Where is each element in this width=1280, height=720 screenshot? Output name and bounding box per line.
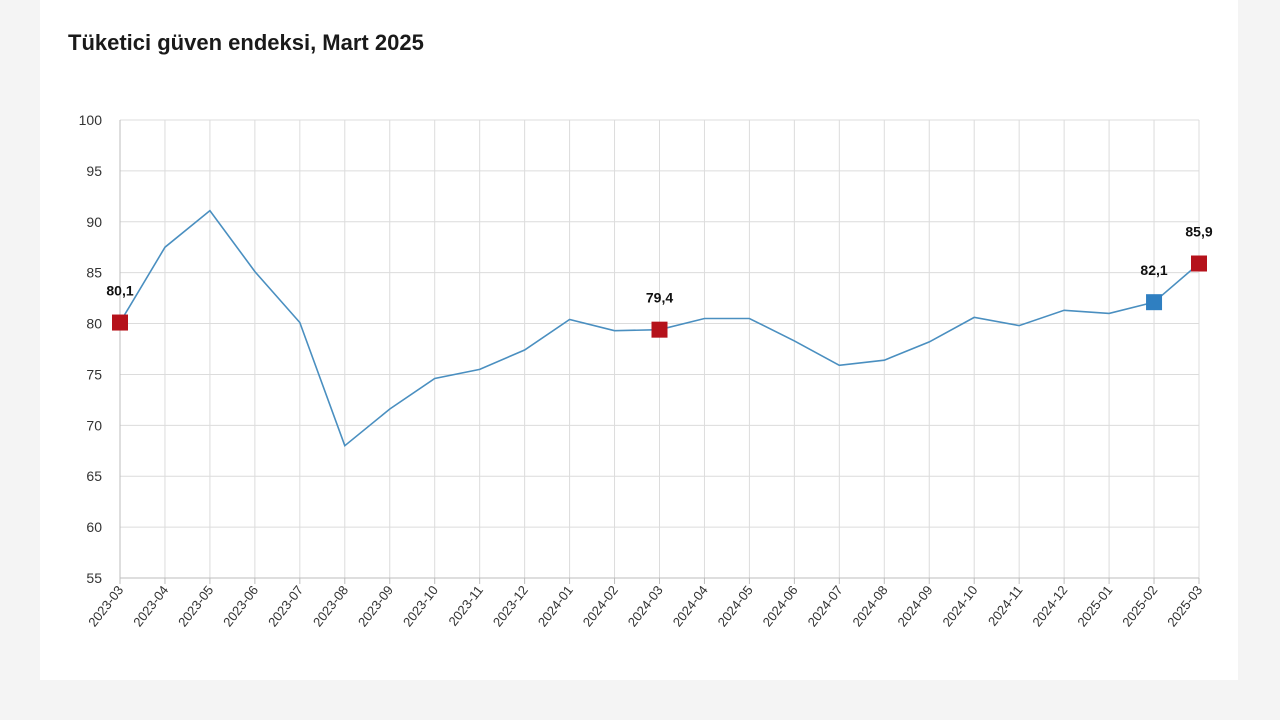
x-tick-label: 2023-03 xyxy=(85,583,126,630)
data-point-marker xyxy=(1146,294,1163,311)
y-tick-label: 85 xyxy=(86,265,102,281)
x-tick-label: 2023-12 xyxy=(490,583,531,630)
x-tick-label: 2025-01 xyxy=(1074,583,1115,630)
x-tick-label: 2023-08 xyxy=(310,583,351,630)
x-tick-label: 2023-09 xyxy=(355,583,396,630)
x-tick-label: 2025-02 xyxy=(1119,583,1160,630)
x-tick-label: 2025-03 xyxy=(1164,583,1205,630)
x-tick-label: 2024-10 xyxy=(939,583,980,630)
y-tick-label: 65 xyxy=(86,468,102,484)
x-tick-label: 2023-06 xyxy=(220,583,261,630)
data-label: 80,1 xyxy=(106,283,133,299)
x-tick-label: 2023-05 xyxy=(175,583,216,630)
data-label: 82,1 xyxy=(1140,262,1167,278)
y-tick-label: 70 xyxy=(86,417,102,433)
y-tick-label: 75 xyxy=(86,366,102,382)
x-tick-label: 2024-03 xyxy=(625,583,666,630)
x-tick-label: 2024-06 xyxy=(760,583,801,630)
x-tick-label: 2023-07 xyxy=(265,583,306,630)
x-tick-label: 2024-09 xyxy=(894,583,935,630)
x-tick-label: 2024-04 xyxy=(670,583,711,630)
x-tick-label: 2024-07 xyxy=(804,583,845,630)
y-tick-label: 95 xyxy=(86,163,102,179)
data-label: 79,4 xyxy=(646,290,673,306)
x-tick-label: 2024-12 xyxy=(1029,583,1070,630)
y-tick-label: 55 xyxy=(86,570,102,586)
x-tick-label: 2023-11 xyxy=(445,583,486,629)
chart-title: Tüketici güven endeksi, Mart 2025 xyxy=(68,30,424,55)
x-tick-label: 2024-08 xyxy=(849,583,890,630)
y-tick-label: 90 xyxy=(86,214,102,230)
x-tick-label: 2024-05 xyxy=(715,583,756,630)
data-point-marker xyxy=(651,321,668,338)
x-tick-label: 2023-04 xyxy=(130,583,171,630)
x-tick-label: 2024-02 xyxy=(580,583,621,630)
x-tick-label: 2023-10 xyxy=(400,583,441,630)
chart-card: Tüketici güven endeksi, Mart 2025 55 60 65… xyxy=(40,0,1238,680)
y-tick-label: 100 xyxy=(79,112,103,128)
data-point-marker xyxy=(1191,255,1207,272)
x-tick-label: 2024-11 xyxy=(985,583,1026,629)
y-tick-label: 80 xyxy=(86,316,102,332)
x-tick-label: 2024-01 xyxy=(535,583,576,630)
data-label: 85,9 xyxy=(1185,224,1212,240)
y-tick-label: 60 xyxy=(86,519,102,535)
data-point-marker xyxy=(112,314,128,331)
